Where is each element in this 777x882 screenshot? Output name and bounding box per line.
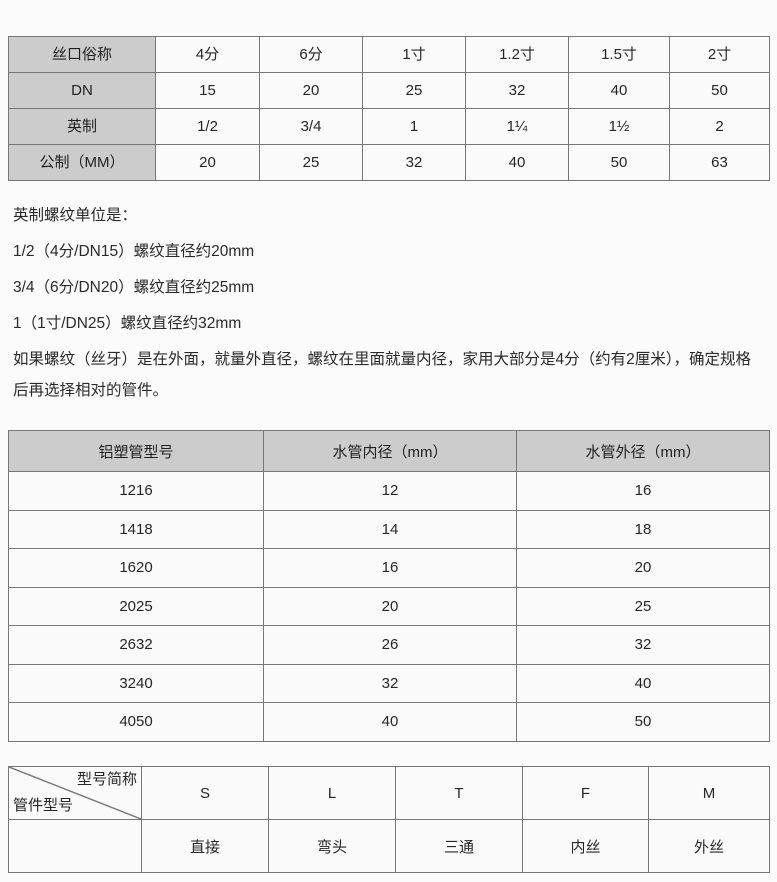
notes-line-2: 3/4（6分/DN20）螺纹直径约25mm (13, 279, 255, 296)
notes-paragraph: 如果螺纹（丝牙）是在外面，就量外直径，螺纹在里面就量内径，家用大部分是4分（约有… (13, 351, 751, 399)
row-header-thread-common-name: 丝口俗称 (8, 36, 156, 73)
fitting-name-m: 外丝 (648, 819, 770, 873)
cell: 1¼ (465, 108, 569, 145)
cell: 2寸 (669, 36, 770, 73)
cell: 50 (669, 72, 770, 109)
row-header-dn: DN (8, 72, 156, 109)
table-row: 1418 14 18 (8, 509, 770, 549)
column-header-pipe-model: 铝塑管型号 (8, 430, 264, 472)
cell: 25 (362, 72, 466, 109)
cell: 32 (465, 72, 569, 109)
cell: 20 (263, 586, 517, 626)
cell: 32 (516, 625, 770, 665)
row-header-metric: 公制（MM） (8, 144, 156, 181)
fitting-code-t: T (395, 766, 523, 820)
notes-line-3: 1（1寸/DN25）螺纹直径约32mm (13, 315, 242, 332)
table-header-row: 铝塑管型号 水管内径（mm） 水管外径（mm） (8, 430, 770, 472)
notes-block: 英制螺纹单位是： 1/2（4分/DN15）螺纹直径约20mm 3/4（6分/DN… (13, 198, 765, 406)
cell: 14 (263, 509, 517, 549)
fitting-code-l: L (268, 766, 396, 820)
cell: 2 (669, 108, 770, 145)
cell: 16 (516, 471, 770, 511)
table-row: 4050 40 50 (8, 702, 770, 742)
cell: 32 (362, 144, 466, 181)
cell: 20 (259, 72, 363, 109)
cell: 32 (263, 663, 517, 703)
cell: 12 (263, 471, 517, 511)
cell: 2632 (8, 625, 264, 665)
column-header-outer-diameter: 水管外径（mm） (516, 430, 770, 472)
table-row: 英制 1/2 3/4 1 1¼ 1½ 2 (8, 108, 770, 145)
cell: 4分 (155, 36, 260, 73)
cell: 1/2 (155, 108, 260, 145)
table-row: 直接 弯头 三通 内丝 外丝 (8, 819, 770, 873)
fitting-code-table: 型号简称 管件型号 S L T F M 直接 弯头 三通 内丝 外丝 (8, 766, 770, 873)
cell: 63 (669, 144, 770, 181)
cell: 1418 (8, 509, 264, 549)
table-row: 3240 32 40 (8, 663, 770, 703)
cell: 1620 (8, 548, 264, 588)
table-row: DN 15 20 25 32 40 50 (8, 72, 770, 109)
cell: 3240 (8, 663, 264, 703)
cell: 1.2寸 (465, 36, 569, 73)
fitting-code-s: S (141, 766, 269, 820)
fitting-name-l: 弯头 (268, 819, 396, 873)
cell: 3/4 (259, 108, 363, 145)
cell: 16 (263, 548, 517, 588)
cell: 40 (465, 144, 569, 181)
row-header-imperial: 英制 (8, 108, 156, 145)
cell: 20 (155, 144, 260, 181)
fitting-code-m: M (648, 766, 770, 820)
cell: 1寸 (362, 36, 466, 73)
cell: 26 (263, 625, 517, 665)
diagonal-slash-icon (9, 767, 141, 819)
cell: 50 (516, 702, 770, 742)
cell: 25 (516, 586, 770, 626)
fitting-name-f: 内丝 (522, 819, 649, 873)
cell: 18 (516, 509, 770, 549)
fitting-name-t: 三通 (395, 819, 523, 873)
cell: 25 (259, 144, 363, 181)
cell: 50 (568, 144, 670, 181)
table-row: 2025 20 25 (8, 586, 770, 626)
cell: 1½ (568, 108, 670, 145)
table-row: 1620 16 20 (8, 548, 770, 588)
table-row: 丝口俗称 4分 6分 1寸 1.2寸 1.5寸 2寸 (8, 36, 770, 73)
table-row: 公制（MM） 20 25 32 40 50 63 (8, 144, 770, 181)
table-row: 1216 12 16 (8, 471, 770, 511)
cell: 40 (516, 663, 770, 703)
cell: 6分 (259, 36, 363, 73)
fitting-code-f: F (522, 766, 649, 820)
diagonal-header-bottom-label: 管件型号 (13, 797, 74, 814)
notes-title: 英制螺纹单位是： (13, 207, 138, 224)
diagonal-header-top-label: 型号简称 (76, 771, 137, 788)
fitting-name-s: 直接 (141, 819, 269, 873)
table-row: 2632 26 32 (8, 625, 770, 665)
cell: 15 (155, 72, 260, 109)
thread-conversion-table: 丝口俗称 4分 6分 1寸 1.2寸 1.5寸 2寸 DN 15 20 25 3… (8, 36, 770, 181)
cell: 2025 (8, 586, 264, 626)
cell: 40 (568, 72, 670, 109)
pipe-model-table: 铝塑管型号 水管内径（mm） 水管外径（mm） 1216 12 16 1418 … (8, 430, 770, 742)
diagonal-header-cell: 型号简称 管件型号 (8, 766, 142, 820)
notes-line-1: 1/2（4分/DN15）螺纹直径约20mm (13, 243, 255, 260)
cell: 1 (362, 108, 466, 145)
table-header-row: 型号简称 管件型号 S L T F M (8, 766, 770, 820)
fitting-name-blank (8, 819, 142, 873)
cell: 40 (263, 702, 517, 742)
cell: 1216 (8, 471, 264, 511)
column-header-inner-diameter: 水管内径（mm） (263, 430, 517, 472)
cell: 20 (516, 548, 770, 588)
cell: 1.5寸 (568, 36, 670, 73)
cell: 4050 (8, 702, 264, 742)
